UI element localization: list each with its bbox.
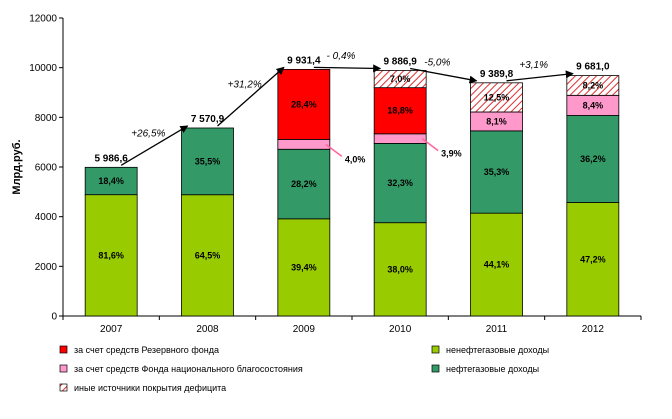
data-label-other-2011: 12,5%	[484, 92, 510, 102]
growth-arrow-2008-2009	[217, 66, 285, 127]
legend-label-other: иные источники покрытия дефицита	[74, 383, 226, 393]
bar-other-2010	[373, 70, 427, 89]
bar-reserve-2009	[277, 68, 331, 140]
data-label-reserve-2010: 18,8%	[387, 106, 413, 116]
data-label-nonoil-2012: 47,2%	[580, 254, 606, 264]
x-tick-label: 2010	[389, 324, 412, 335]
data-label-nwf-2012: 8,4%	[583, 100, 604, 110]
data-label-other-2012: 8,2%	[583, 80, 604, 90]
legend-swatch-other	[59, 383, 68, 392]
legend-swatch-reserve	[59, 345, 68, 354]
data-label-oil-2012: 36,2%	[580, 154, 606, 164]
growth-arrow-2007-2008	[120, 125, 189, 166]
bar-oil-2007	[84, 166, 138, 196]
growth-arrow-2010-2011	[410, 67, 478, 84]
growth-arrow-2011-2012	[506, 70, 574, 82]
bar-nonoil-2011	[470, 212, 523, 317]
leader-line-nwf-2010	[421, 138, 439, 152]
growth-arrow-2009-2010	[313, 64, 382, 73]
data-label-nwf-2011: 8,1%	[486, 116, 507, 126]
x-tick-label: 2007	[100, 324, 123, 335]
data-label-nwf-2010: 3,9%	[441, 149, 462, 159]
data-label-oil-2010: 32,3%	[387, 178, 413, 188]
data-label-nonoil-2008: 64,5%	[195, 250, 221, 260]
total-label-2011: 9 389,8	[480, 69, 514, 80]
bar-nwf-2009	[277, 139, 331, 150]
bar-nwf-2010	[373, 133, 427, 144]
y-tick-label: 0	[51, 312, 57, 323]
data-label-nonoil-2011: 44,1%	[484, 260, 510, 270]
data-label-nonoil-2010: 38,0%	[387, 264, 413, 274]
data-label-nonoil-2007: 81,6%	[98, 250, 124, 260]
data-label-oil-2007: 18,4%	[98, 176, 124, 186]
bar-other-2012	[566, 75, 620, 96]
total-label-2009: 9 931,4	[287, 55, 321, 66]
legend-swatch-nonoil	[431, 345, 440, 354]
x-tick-label: 2008	[196, 324, 219, 335]
total-label-2008: 7 570,9	[191, 114, 225, 125]
x-tick-label: 2012	[582, 324, 605, 335]
y-tick-label: 12000	[29, 14, 57, 25]
leader-line-nwf-2009	[325, 143, 343, 157]
y-axis-title: Млрд.руб.	[11, 139, 23, 194]
annotations: 5 986,6 7 570,9 9 931,4 9 886,9 9 389,8 9 681…	[94, 51, 610, 166]
bar-oil-2012	[566, 115, 620, 203]
y-axis: 0 2000 4000 6000 8000 10000 12000 2007 2008 2009 2…	[29, 14, 642, 335]
bars: 81,6% 18,4% 64,5% 35,5% 39,4% 28,2% 4,0% 28,4% 3…	[84, 68, 620, 317]
bar-nonoil-2008	[181, 194, 234, 317]
bar-reserve-2010	[373, 87, 427, 135]
y-tick-label: 10000	[29, 63, 57, 74]
growth-label-2008: +26,5%	[131, 129, 165, 140]
bar-nonoil-2010	[373, 222, 427, 317]
data-label-oil-2009: 28,2%	[291, 179, 317, 189]
y-tick-label: 6000	[35, 163, 58, 174]
data-label-oil-2008: 35,5%	[195, 156, 221, 166]
data-label-nwf-2009: 4,0%	[345, 154, 366, 164]
growth-label-2009: +31,2%	[228, 80, 262, 91]
legend: за счет средств Резервного фонда за счет …	[59, 345, 549, 393]
total-label-2007: 5 986,6	[94, 153, 128, 164]
total-label-2012: 9 681,0	[576, 62, 610, 73]
x-tick-label: 2009	[293, 324, 316, 335]
x-tick-label: 2011	[486, 324, 508, 335]
legend-label-oil: нефтегазовые доходы	[446, 364, 539, 374]
legend-swatch-oil	[431, 364, 440, 373]
data-label-nonoil-2009: 39,4%	[291, 262, 317, 272]
legend-swatch-nwf	[59, 364, 68, 373]
growth-label-2010: - 0,4%	[327, 51, 356, 62]
growth-label-2011: -5,0%	[424, 58, 450, 69]
bar-oil-2010	[373, 143, 427, 224]
total-label-2010: 9 886,9	[383, 56, 417, 67]
legend-label-nwf: за счет средств Фонда национального благ…	[74, 364, 303, 374]
y-tick-label: 4000	[35, 212, 58, 223]
bar-other-2011	[470, 82, 523, 113]
bar-nonoil-2007	[84, 194, 138, 317]
data-label-oil-2011: 35,3%	[484, 167, 510, 177]
growth-label-2012: +3,1%	[519, 60, 548, 71]
y-tick-label: 2000	[35, 262, 58, 273]
legend-label-nonoil: ненефтегазовые доходы	[446, 345, 549, 355]
bar-nonoil-2009	[277, 218, 331, 317]
y-tick-label: 8000	[35, 113, 58, 124]
bar-oil-2008	[181, 127, 234, 196]
data-label-reserve-2009: 28,4%	[291, 99, 317, 109]
bar-nonoil-2012	[566, 202, 620, 317]
data-label-other-2010: 7,0%	[390, 74, 411, 84]
legend-label-reserve: за счет средств Резервного фонда	[74, 345, 219, 355]
